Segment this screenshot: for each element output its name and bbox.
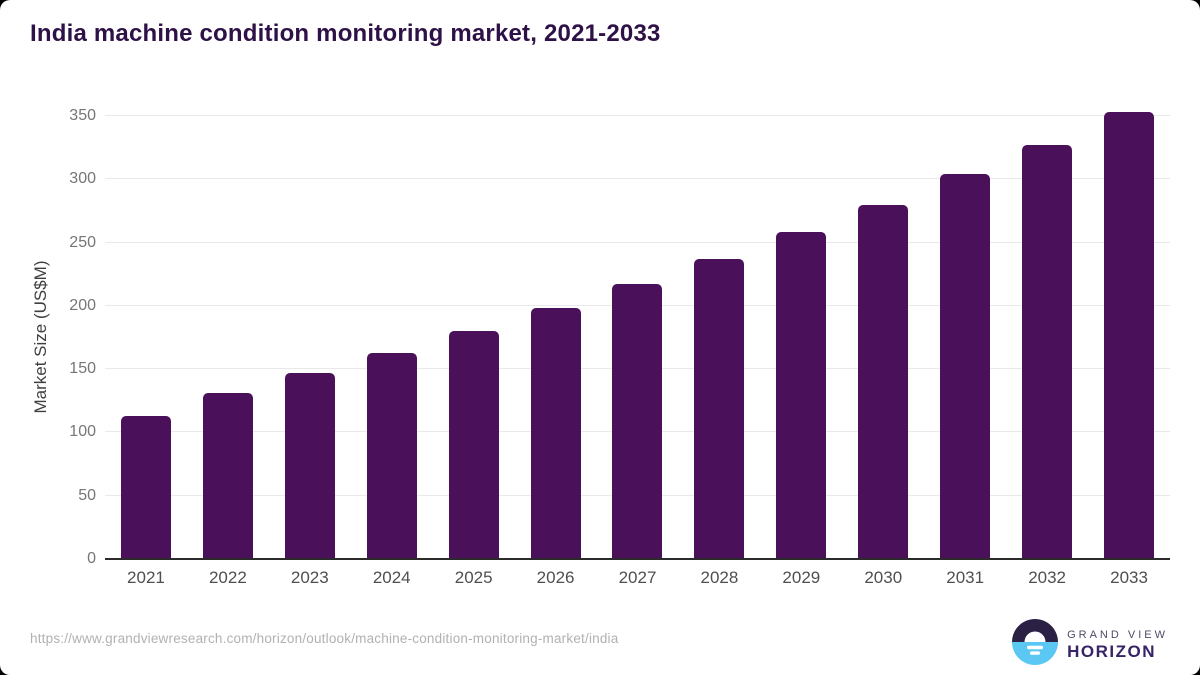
gridline-350 xyxy=(105,115,1170,116)
bar-2031[interactable] xyxy=(940,174,991,559)
x-tick-label-2028: 2028 xyxy=(700,568,739,587)
x-tick-label-2027: 2027 xyxy=(618,568,657,587)
bar-slot-2022 xyxy=(187,96,269,559)
y-tick-label-250: 250 xyxy=(69,233,96,251)
x-tick-label-2024: 2024 xyxy=(372,568,411,587)
y-axis-title: Market Size (US$M) xyxy=(31,260,50,414)
bar-2026[interactable] xyxy=(530,308,581,559)
bar-2028[interactable] xyxy=(694,259,745,559)
x-tick-label-2033: 2033 xyxy=(1110,568,1148,587)
x-axis-labels: 2021 2022 2023 2024 2025 2026 2027 2028 2029 2030… xyxy=(105,568,1170,588)
source-url: https://www.grandviewresearch.com/horizo… xyxy=(30,631,619,646)
x-tick-label-2030: 2030 xyxy=(864,568,903,587)
bar-2022[interactable] xyxy=(202,393,253,559)
x-tick-label-2021: 2021 xyxy=(127,568,165,587)
bar-slot-2030 xyxy=(842,96,924,559)
y-tick-label-50: 50 xyxy=(78,486,96,504)
x-tick-label-2032: 2032 xyxy=(1028,568,1067,587)
plot-area xyxy=(105,96,1170,559)
x-tick-label-2026: 2026 xyxy=(536,568,575,587)
logo-text: GRAND VIEW HORIZON xyxy=(1067,629,1168,661)
x-tick-label-2029: 2029 xyxy=(782,568,821,587)
bar-slot-2029 xyxy=(760,96,842,559)
grand-view-horizon-logo: GRAND VIEW HORIZON xyxy=(1012,619,1168,670)
bar-slot-2024 xyxy=(351,96,433,559)
bar-2033[interactable] xyxy=(1104,112,1155,559)
logo-line2: HORIZON xyxy=(1067,641,1156,661)
y-tick-label-200: 200 xyxy=(69,296,96,314)
bar-slot-2031 xyxy=(924,96,1006,559)
x-tick-label-2022: 2022 xyxy=(208,568,247,587)
bar-2032[interactable] xyxy=(1022,145,1073,559)
bar-2027[interactable] xyxy=(612,284,663,559)
y-tick-label-100: 100 xyxy=(69,423,96,441)
x-tick-label-2025: 2025 xyxy=(454,568,493,587)
y-tick-label-150: 150 xyxy=(69,360,96,378)
gridline-300 xyxy=(105,178,1170,180)
x-tick-label-2031: 2031 xyxy=(946,568,985,587)
bar-slot-2028 xyxy=(678,96,760,559)
bars-row xyxy=(105,96,1170,559)
bar-2029[interactable] xyxy=(776,232,827,559)
bar-slot-2033 xyxy=(1088,96,1170,559)
chart-title: India machine condition monitoring marke… xyxy=(30,20,661,47)
bar-2024[interactable] xyxy=(366,353,417,559)
x-tick-label-2023: 2023 xyxy=(290,568,329,587)
bar-slot-2027 xyxy=(597,96,679,559)
bar-2023[interactable] xyxy=(284,373,335,559)
y-tick-label-300: 300 xyxy=(69,170,96,188)
bar-slot-2026 xyxy=(515,96,597,559)
horizon-sun-icon xyxy=(1012,619,1059,670)
bar-slot-2032 xyxy=(1006,96,1088,559)
bar-slot-2023 xyxy=(269,96,351,559)
bar-2025[interactable] xyxy=(448,331,499,559)
x-axis-line xyxy=(105,558,1170,560)
bar-2030[interactable] xyxy=(858,205,909,559)
bar-2021[interactable] xyxy=(120,416,171,559)
gridline-250 xyxy=(105,241,1170,243)
bar-slot-2025 xyxy=(433,96,515,559)
y-tick-label-350: 350 xyxy=(69,107,96,124)
logo-line1: GRAND VIEW xyxy=(1067,628,1168,641)
y-tick-label-0: 0 xyxy=(87,550,96,567)
bar-slot-2021 xyxy=(105,96,187,559)
